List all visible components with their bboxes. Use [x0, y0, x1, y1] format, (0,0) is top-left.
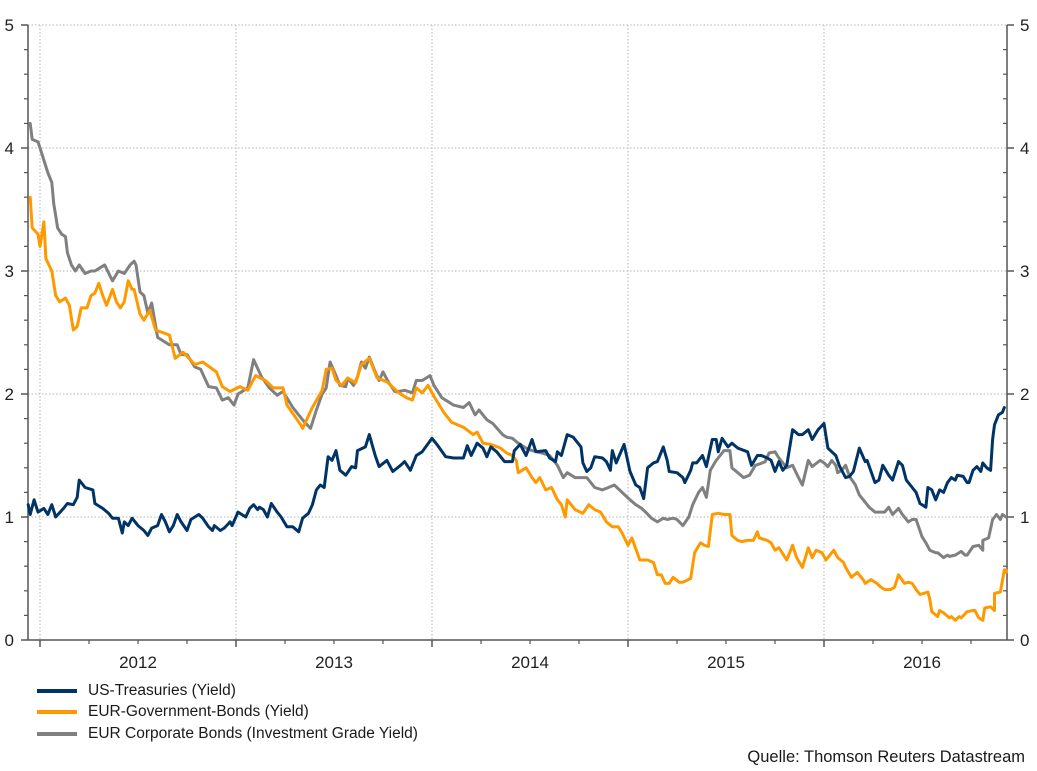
line-chart: 0 0 1 1 2 2 3 3 4 4 5 5 2012 2013 2014 2015 2016	[5, 16, 1030, 672]
y-tick-label-right: 3	[1020, 262, 1029, 281]
legend-label-eur-corporate-bonds: EUR Corporate Bonds (Investment Grade Yi…	[88, 724, 418, 742]
y-tick-label-left: 1	[5, 508, 14, 527]
y-tick-label-left: 3	[5, 262, 14, 281]
tick-labels: 0 0 1 1 2 2 3 3 4 4 5 5 2012 2013 2014 2015 2016	[5, 16, 1030, 672]
series-line-us-treasuries-yield	[26, 406, 1006, 537]
y-tick-label-left: 5	[5, 16, 14, 35]
series-lines	[26, 121, 1008, 622]
grid	[28, 24, 1007, 640]
y-tick-label-right: 2	[1020, 385, 1029, 404]
legend-item-us-treasuries: US-Treasuries (Yield)	[37, 680, 418, 702]
y-tick-label-right: 0	[1020, 631, 1029, 650]
legend-item-eur-government-bonds: EUR-Government-Bonds (Yield)	[37, 702, 418, 724]
legend-swatch-us-treasuries	[37, 688, 77, 693]
x-tick-label: 2013	[315, 653, 353, 672]
x-tick-label: 2015	[707, 653, 745, 672]
axis-ticks	[21, 24, 1014, 647]
y-tick-label-left: 4	[5, 139, 14, 158]
x-tick-label: 2016	[903, 653, 941, 672]
x-tick-label: 2014	[511, 653, 549, 672]
y-tick-label-right: 1	[1020, 508, 1029, 527]
legend-swatch-eur-corporate-bonds	[37, 731, 77, 736]
legend-label-eur-government-bonds: EUR-Government-Bonds (Yield)	[88, 703, 309, 721]
legend: US-Treasuries (Yield) EUR-Government-Bon…	[37, 680, 418, 745]
axes	[27, 25, 1008, 641]
legend-swatch-eur-government-bonds	[37, 710, 77, 715]
series-line-eur-corporate-bonds-investment-grade-yield	[28, 121, 1008, 560]
y-tick-label-left: 0	[5, 631, 14, 650]
legend-label-us-treasuries: US-Treasuries (Yield)	[88, 681, 236, 699]
y-tick-label-left: 2	[5, 385, 14, 404]
legend-item-eur-corporate-bonds: EUR Corporate Bonds (Investment Grade Yi…	[37, 723, 418, 745]
series-line-eur-government-bonds-yield	[28, 195, 1008, 622]
y-tick-label-right: 4	[1020, 139, 1029, 158]
x-tick-label: 2012	[119, 653, 157, 672]
y-tick-label-right: 5	[1020, 16, 1029, 35]
source-note: Quelle: Thomson Reuters Datastream	[747, 748, 1025, 766]
